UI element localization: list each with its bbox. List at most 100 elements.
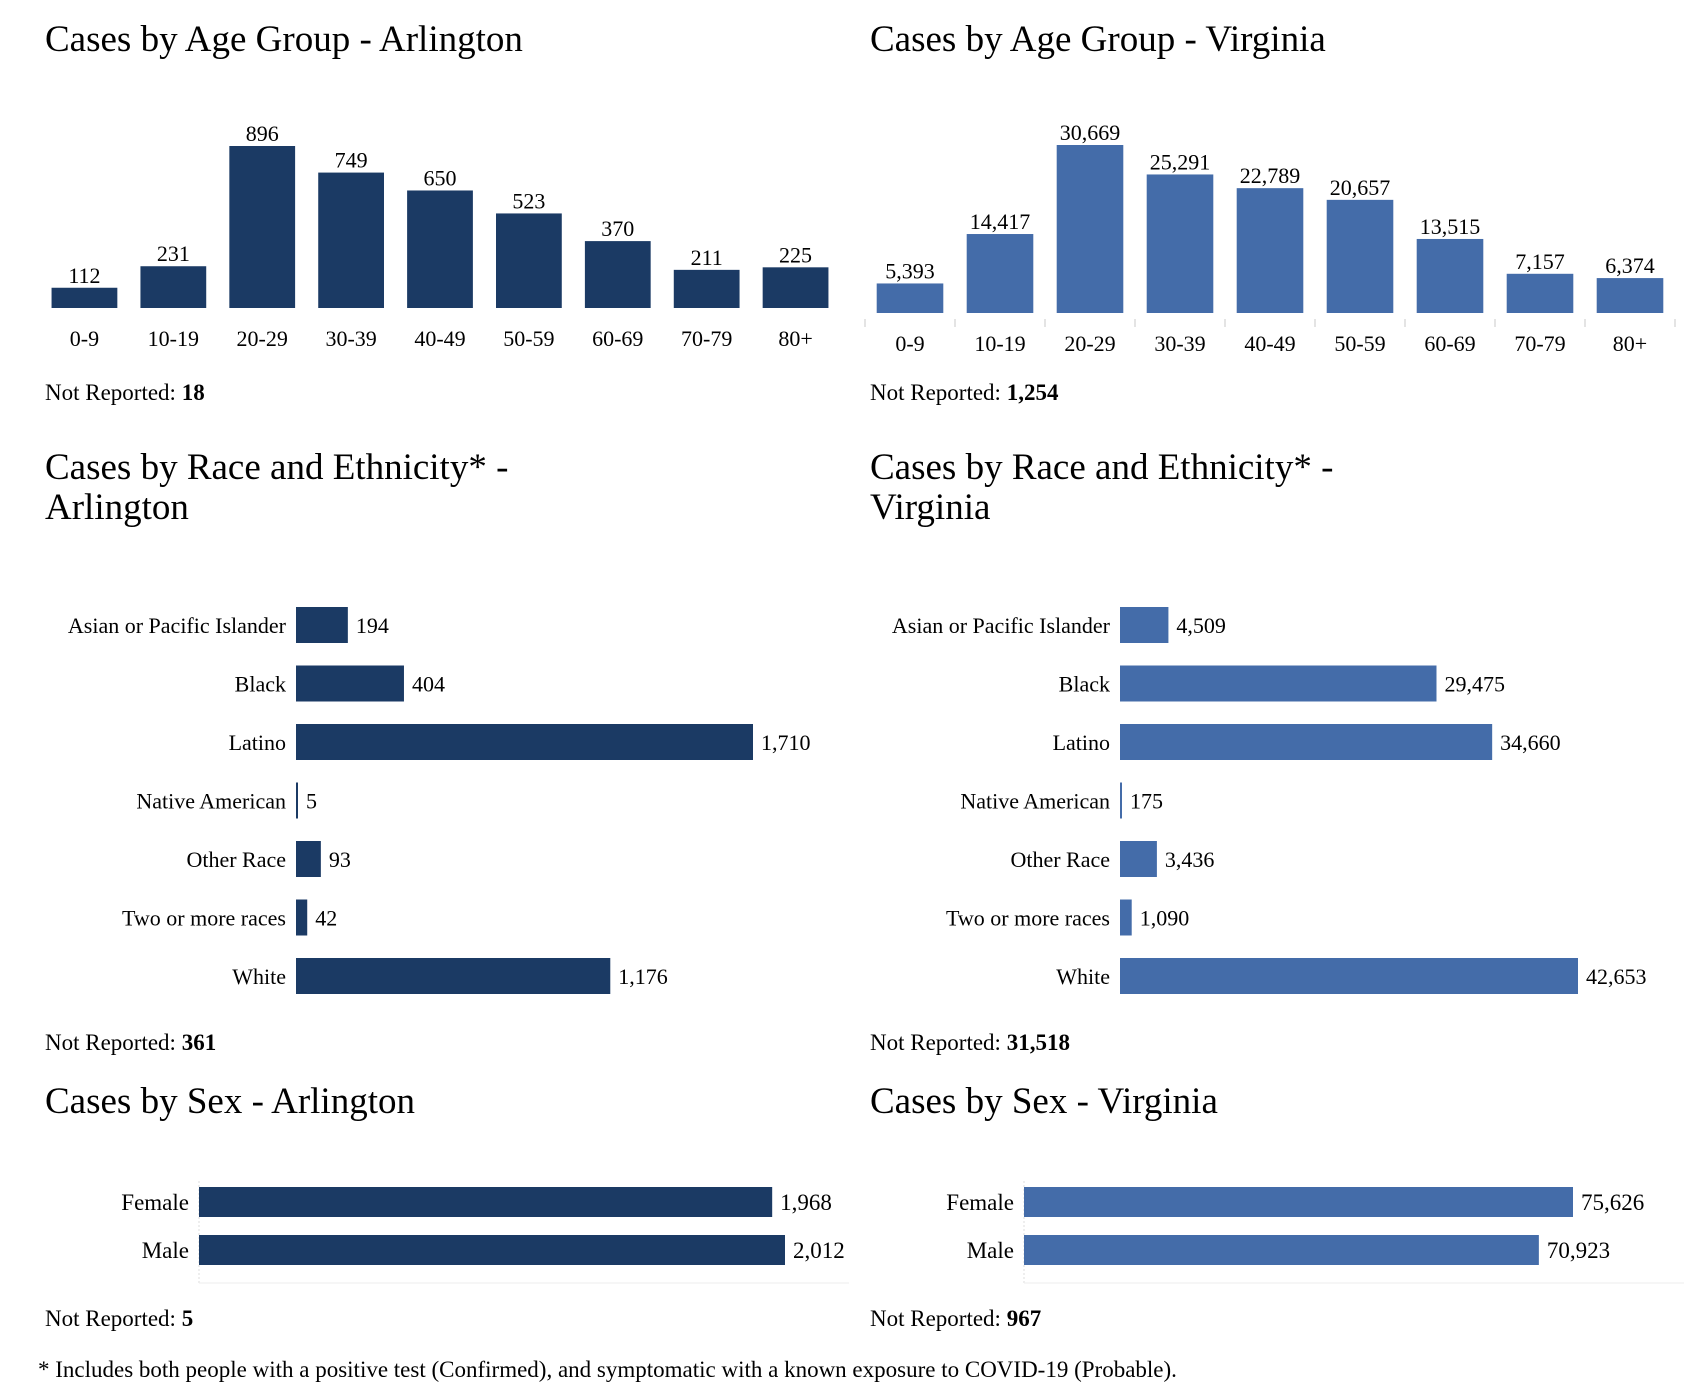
bar-other-race [296,841,321,877]
data-label: 112 [68,263,100,288]
not-reported-value: 31,518 [1006,1030,1070,1055]
data-label: 14,417 [970,209,1031,234]
data-label: 1,710 [761,730,811,755]
bar-other-race [1120,841,1157,877]
bar-20-29 [1056,145,1124,313]
age-virginia-not-reported: Not Reported: 1,254 [870,380,1058,406]
bar-asian-or-pacific-islander [296,607,348,643]
not-reported-label: Not Reported: [45,1030,176,1055]
bar-two-or-more-races [296,899,308,936]
bar-asian-or-pacific-islander [1120,607,1169,643]
category-label: 40-49 [1244,331,1295,356]
bar-80+ [762,267,829,308]
category-label: 0-9 [70,326,99,351]
data-label: 30,669 [1060,120,1121,145]
category-label: Asian or Pacific Islander [892,613,1111,638]
not-reported-value: 5 [181,1306,194,1331]
bar-70-79 [1506,273,1574,313]
category-label: 10-19 [974,331,1025,356]
title-line-1: Cases by Race and Ethnicity* - [45,447,509,488]
data-label: 231 [157,241,190,266]
data-label: 93 [329,847,351,872]
bar-10-19 [966,234,1034,313]
bar-female [199,1187,773,1217]
not-reported-label: Not Reported: [45,1306,176,1331]
category-label: White [232,964,286,989]
category-label: Latino [229,730,286,755]
category-label: Native American [136,789,286,814]
category-label: 60-69 [592,326,643,351]
not-reported-label: Not Reported: [45,380,176,405]
bar-white [1120,958,1578,994]
sex-virginia-title: Cases by Sex - Virginia [870,1081,1218,1122]
bar-40-49 [407,190,473,308]
bar-latino [296,724,753,760]
footnote: * Includes both people with a positive t… [38,1357,1177,1382]
data-label: 1,176 [618,964,668,989]
title-line-2: Virginia [870,487,991,528]
not-reported-value: 18 [181,380,205,405]
category-label: Male [142,1238,189,1263]
not-reported-label: Not Reported: [870,380,1001,405]
bar-female [1024,1187,1573,1217]
bar-60-69 [1416,238,1484,313]
race-virginia-chart: Asian or Pacific Islander 4,509 Black 29,47… [892,607,1647,994]
sex-arlington-not-reported: Not Reported: 5 [45,1306,193,1332]
sex-arlington-chart: Female 1,968 Male 2,012 [121,1181,849,1284]
category-label: Male [967,1238,1014,1263]
data-label: 225 [779,242,812,267]
category-label: 40-49 [414,326,465,351]
category-label: 50-59 [1334,331,1385,356]
category-label: White [1056,964,1110,989]
bar-black [1120,665,1437,702]
category-label: 70-79 [1514,331,1565,356]
data-label: 4,509 [1176,613,1226,638]
bar-male [1024,1235,1539,1265]
not-reported-label: Not Reported: [870,1030,1001,1055]
race-arlington-chart: Asian or Pacific Islander 194 Black 404 Lati… [68,607,811,994]
bar-30-39 [1146,174,1214,313]
age-arlington-not-reported: Not Reported: 18 [45,380,205,406]
data-label: 5 [306,789,317,814]
data-label: 175 [1130,789,1163,814]
category-label: 0-9 [895,331,924,356]
category-label: Latino [1053,730,1110,755]
bar-latino [1120,724,1493,760]
category-label: 30-39 [325,326,376,351]
race-virginia-title: Cases by Race and Ethnicity* - Virginia [870,448,1333,528]
data-label: 370 [601,216,634,241]
race-arlington-title: Cases by Race and Ethnicity* - Arlington [45,448,508,528]
category-label: Asian or Pacific Islander [68,613,287,638]
data-label: 2,012 [793,1238,845,1263]
category-label: Female [946,1190,1014,1215]
bar-20-29 [229,146,296,308]
race-virginia-not-reported: Not Reported: 31,518 [870,1030,1070,1056]
category-label: Other Race [1010,847,1110,872]
bar-10-19 [140,266,207,308]
category-label: Two or more races [946,906,1110,931]
category-label: 60-69 [1424,331,1475,356]
data-label: 13,515 [1420,214,1481,239]
data-label: 7,157 [1515,249,1565,274]
data-label: 1,090 [1140,906,1190,931]
data-label: 6,374 [1605,253,1655,278]
category-label: 80+ [1613,331,1647,356]
data-label: 42 [315,906,337,931]
category-label: 20-29 [1064,331,1115,356]
category-label: 70-79 [681,326,732,351]
data-label: 22,789 [1240,163,1301,188]
data-label: 749 [335,148,368,173]
title-line-1: Cases by Race and Ethnicity* - [870,447,1334,488]
data-label: 34,660 [1500,730,1561,755]
bar-60-69 [584,241,651,308]
data-label: 650 [424,165,457,190]
bar-80+ [1596,278,1664,313]
bar-30-39 [318,172,384,308]
bar-50-59 [1326,199,1394,313]
bar-black [296,665,404,702]
bar-male [199,1235,785,1265]
data-label: 211 [691,245,723,270]
data-label: 3,436 [1165,847,1215,872]
data-label: 404 [412,672,445,697]
data-label: 42,653 [1586,964,1647,989]
